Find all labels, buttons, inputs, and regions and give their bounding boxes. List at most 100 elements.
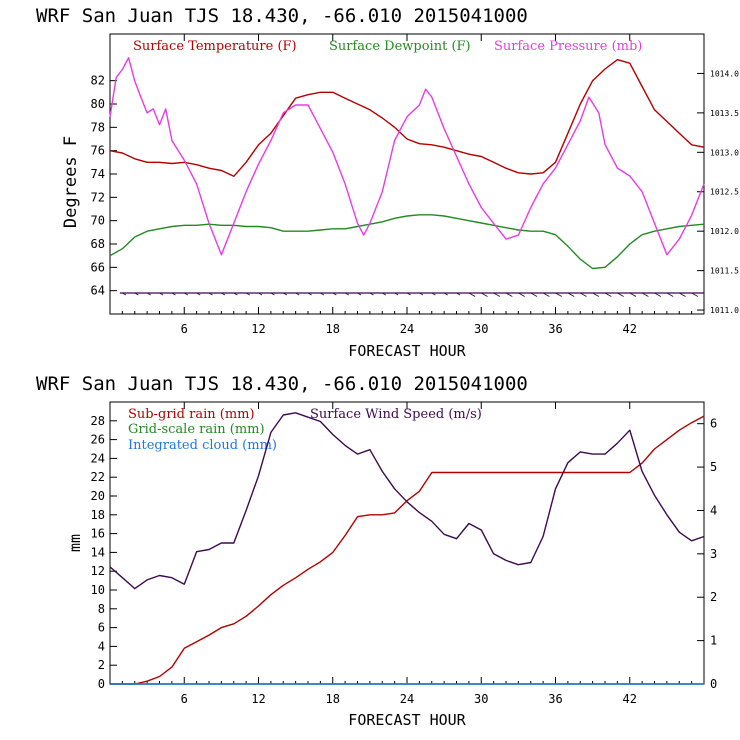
wind-barb <box>679 292 686 297</box>
y-tick-label: 66 <box>91 260 105 274</box>
wind-barb <box>382 292 387 296</box>
wind-barb <box>431 292 436 296</box>
legend-entry: Surface Pressure (mb) <box>494 39 642 54</box>
wind-barb <box>332 292 337 296</box>
y2-tick-label: 3 <box>710 547 717 561</box>
wind-barb <box>419 292 424 296</box>
x-axis-label: FORECAST HOUR <box>348 342 466 360</box>
y2-tick-label: 1014.0 <box>710 69 739 78</box>
wind-barb <box>505 292 513 297</box>
series-line-1 <box>110 415 705 685</box>
y2-tick-label: 1011.5 <box>710 267 739 276</box>
legend-entry: Grid-scale rain (mm) <box>128 422 265 437</box>
y2-tick-label: 0 <box>710 677 717 691</box>
wind-barb <box>617 292 624 297</box>
wind-barb <box>518 292 525 297</box>
x-tick-label: 36 <box>548 692 562 706</box>
x-tick-label: 42 <box>623 322 637 336</box>
y-tick-label: 74 <box>91 167 105 181</box>
wind-barb <box>258 292 263 296</box>
wind-barb <box>270 292 275 296</box>
y-tick-label: 18 <box>91 508 105 522</box>
y-tick-label: 76 <box>91 144 105 158</box>
x-tick-label: 24 <box>400 322 414 336</box>
x-tick-label: 18 <box>326 322 340 336</box>
wind-barb <box>604 292 612 297</box>
y-tick-label: 22 <box>91 470 105 484</box>
y-tick-label: 68 <box>91 237 105 251</box>
x-tick-label: 6 <box>181 322 188 336</box>
wind-barb <box>221 292 226 296</box>
wind-barb <box>567 292 575 297</box>
wind-barb <box>134 292 139 296</box>
y2-tick-label: 1012.0 <box>710 227 739 236</box>
wind-barb <box>344 292 349 296</box>
y-tick-label: 16 <box>91 527 105 541</box>
x-tick-label: 42 <box>623 692 637 706</box>
wind-barb <box>320 292 325 296</box>
wind-barb <box>468 292 476 297</box>
x-tick-label: 12 <box>251 322 265 336</box>
wind-barb <box>196 292 201 296</box>
y-tick-label: 4 <box>98 639 105 653</box>
y2-tick-label: 6 <box>710 417 717 431</box>
y-axis-label: Degrees F <box>61 136 81 228</box>
y2-tick-label: 1011.0 <box>710 306 739 315</box>
wind-barb <box>481 292 488 297</box>
wind-barb <box>666 292 674 297</box>
y2-tick-label: 4 <box>710 503 717 517</box>
y-tick-label: 82 <box>91 74 105 88</box>
wind-barb <box>493 292 501 297</box>
x-tick-label: 30 <box>474 692 488 706</box>
legend-entry: Surface Dewpoint (F) <box>329 39 471 54</box>
wind-barb <box>369 292 374 296</box>
wind-barb <box>641 292 649 297</box>
y-tick-label: 10 <box>91 583 105 597</box>
wind-barb <box>406 292 411 296</box>
x-tick-label: 6 <box>181 692 188 706</box>
y-tick-label: 80 <box>91 97 105 111</box>
wind-barb <box>530 292 538 297</box>
y-tick-label: 26 <box>91 433 105 447</box>
plot-frame <box>109 33 705 315</box>
wind-barb <box>555 292 563 297</box>
y-tick-label: 28 <box>91 414 105 428</box>
wind-barb <box>592 292 600 297</box>
wind-barb <box>654 292 662 297</box>
legend-entry: Integrated cloud (mm) <box>128 438 277 453</box>
wind-barb <box>691 292 699 297</box>
wind-barb <box>184 292 189 296</box>
series-line-2 <box>109 214 705 270</box>
x-tick-label: 24 <box>400 692 414 706</box>
y2-tick-label: 2 <box>710 590 717 604</box>
y-tick-label: 2 <box>98 658 105 672</box>
x-tick-label: 12 <box>251 692 265 706</box>
wind-barb <box>283 292 288 296</box>
legend-entry: Surface Wind Speed (m/s) <box>310 407 482 422</box>
y-tick-label: 70 <box>91 214 105 228</box>
y2-tick-label: 5 <box>710 460 717 474</box>
legend-entry: Sub-grid rain (mm) <box>128 407 255 422</box>
wind-barb <box>233 292 238 296</box>
wind-barb <box>357 292 362 296</box>
wind-barb <box>208 292 213 296</box>
series-line-1 <box>109 59 705 177</box>
x-tick-label: 36 <box>548 322 562 336</box>
wind-barb <box>307 292 312 296</box>
y-tick-label: 24 <box>91 451 105 465</box>
wind-barb <box>394 292 399 296</box>
y-tick-label: 78 <box>91 120 105 134</box>
chart-panel-1: WRF San Juan TJS 18.430, -66.010 2015041… <box>36 5 739 360</box>
y2-tick-label: 1 <box>710 634 717 648</box>
chart-header: WRF San Juan TJS 18.430, -66.010 2015041… <box>36 373 528 395</box>
y-tick-label: 20 <box>91 489 105 503</box>
wind-barb <box>171 292 176 296</box>
wind-barb <box>629 292 637 297</box>
y2-tick-label: 1013.5 <box>710 109 739 118</box>
wind-barb <box>580 292 587 297</box>
wind-barb <box>159 292 164 296</box>
y-axis-label: mm <box>66 534 84 552</box>
legend-entry: Surface Temperature (F) <box>133 39 297 54</box>
y-tick-label: 6 <box>98 621 105 635</box>
series-line-3 <box>109 57 705 256</box>
